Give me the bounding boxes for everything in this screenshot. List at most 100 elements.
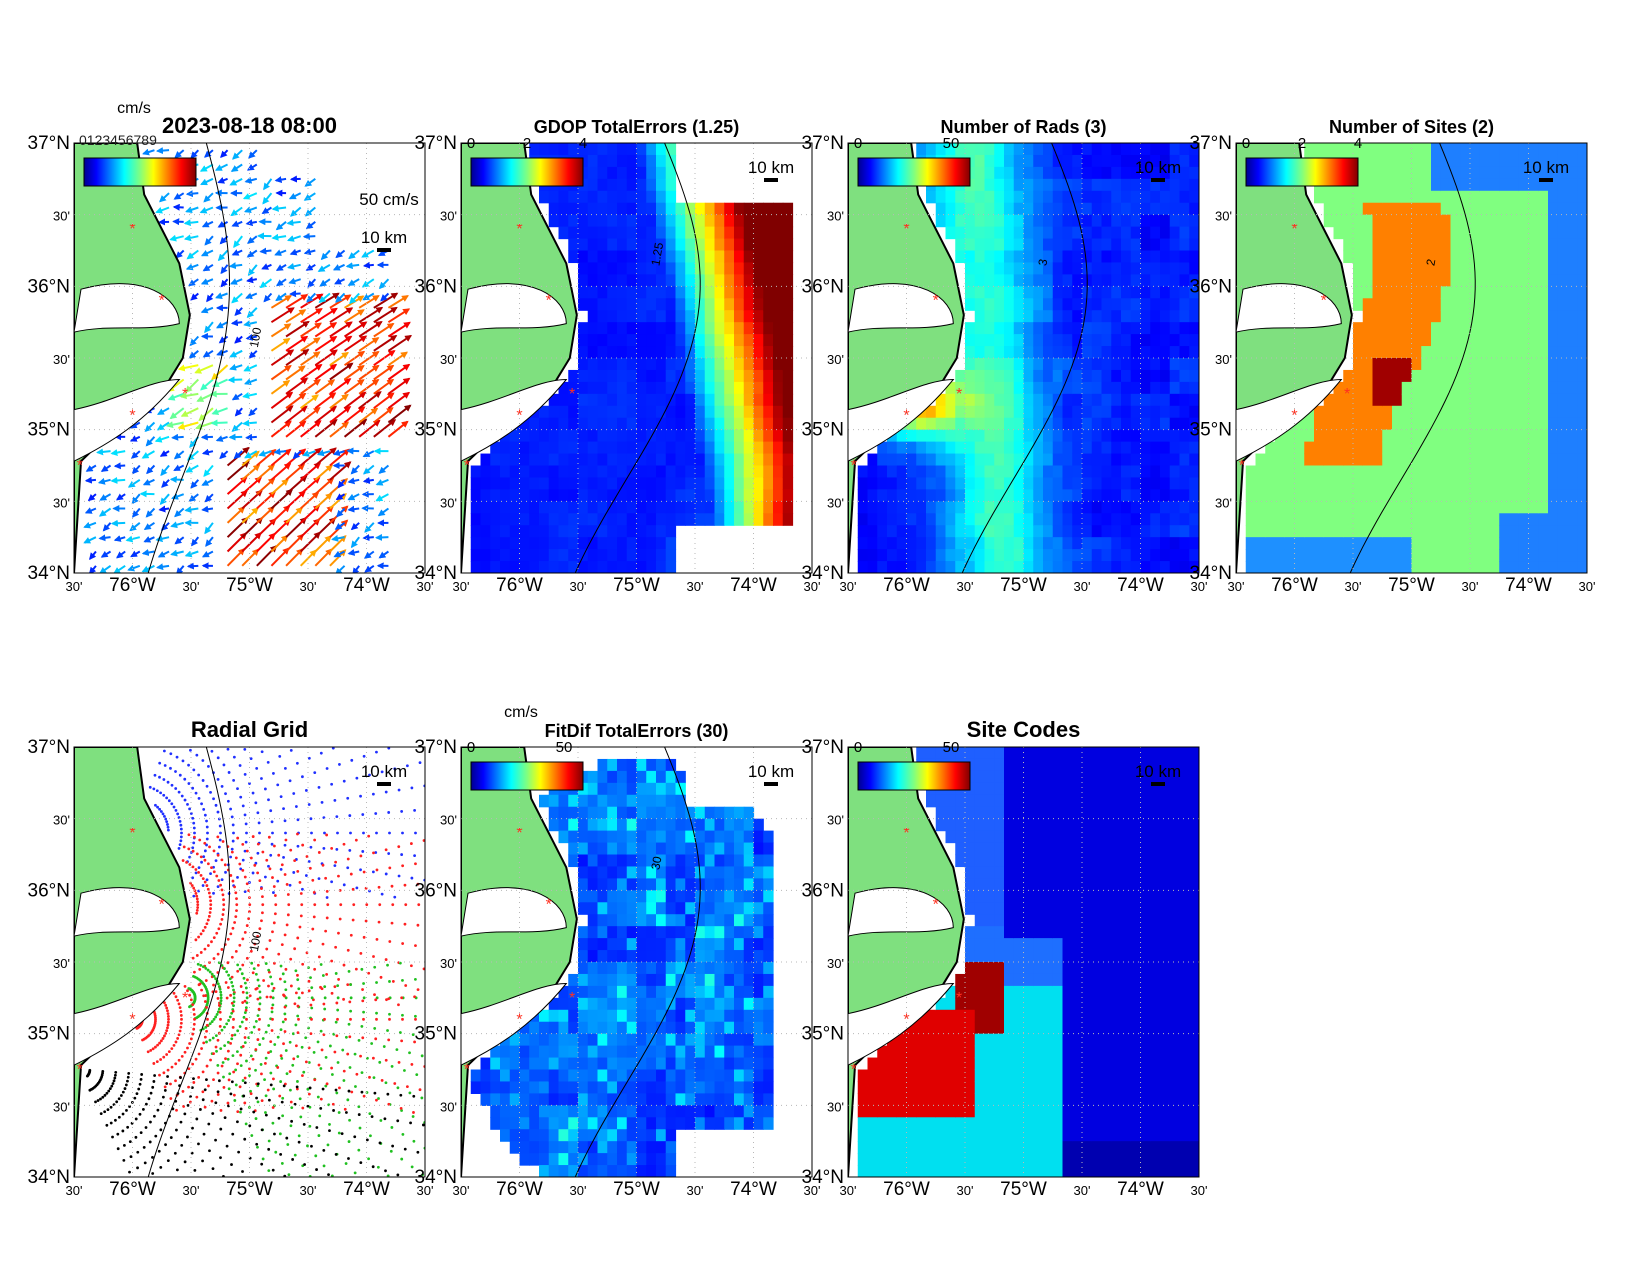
radial-grid-point [368, 773, 371, 777]
field-cell [1548, 310, 1559, 323]
current-vector [285, 548, 304, 567]
radial-grid-point [298, 1097, 302, 1101]
radial-grid-point [230, 1001, 234, 1005]
field-cell [607, 549, 618, 562]
field-cell [782, 322, 794, 335]
radial-grid-point [283, 1012, 287, 1016]
radial-grid-point [178, 819, 182, 823]
field-cell [1043, 549, 1054, 562]
field-cell [1499, 549, 1510, 562]
radial-grid-point [337, 978, 340, 981]
field-cell [782, 238, 794, 252]
radial-grid-point [264, 1056, 268, 1060]
field-cell [743, 465, 755, 479]
field-cell [1557, 417, 1569, 431]
radial-grid-point [279, 1054, 283, 1058]
radial-grid-point [412, 1111, 415, 1114]
field-cell [1023, 501, 1034, 514]
field-cell [1499, 405, 1510, 419]
field-cell [1150, 226, 1161, 240]
radial-grid-point [216, 835, 220, 839]
radial-grid-point [220, 878, 224, 882]
current-vector [100, 550, 112, 558]
current-vector [234, 407, 243, 417]
field-cell [887, 549, 898, 562]
radial-grid-point [278, 1132, 282, 1136]
field-cell [1101, 429, 1112, 443]
field-cell [656, 286, 667, 299]
field-cell [1470, 453, 1481, 467]
radial-grid-point [317, 785, 321, 789]
field-cell [509, 513, 521, 526]
field-cell [656, 262, 667, 275]
field-cell [1470, 166, 1481, 180]
field-cell [490, 537, 501, 550]
field-cell [548, 489, 560, 502]
radial-grid-point [211, 1112, 215, 1115]
current-vector [263, 292, 273, 303]
field-cell [734, 369, 745, 383]
field-cell [1140, 298, 1151, 311]
field-cell [1082, 465, 1093, 479]
field-cell [617, 489, 628, 502]
radial-grid-point [209, 872, 212, 876]
field-cell [1140, 226, 1151, 240]
current-vector [300, 322, 322, 338]
radial-grid-point [249, 757, 253, 761]
radial-grid-point [279, 1080, 283, 1083]
field-cell [1440, 489, 1452, 502]
field-cell [1421, 501, 1432, 514]
radial-grid-point [347, 1157, 350, 1160]
field-cell [587, 537, 599, 550]
field-cell [1557, 381, 1569, 395]
field-cell [743, 346, 755, 359]
radial-grid-point [338, 1086, 341, 1090]
radial-grid-point [165, 796, 169, 800]
field-cell [665, 489, 677, 502]
radial-grid-point [357, 1148, 361, 1152]
radial-grid-point [224, 870, 227, 874]
field-cell [1121, 513, 1132, 526]
field-cell [955, 250, 966, 264]
field-cell [1411, 346, 1422, 359]
field-cell [636, 178, 647, 192]
field-cell [1179, 417, 1190, 431]
field-cell [1150, 465, 1161, 479]
field-cell [945, 537, 956, 550]
field-cell [597, 298, 608, 311]
field-cell [1333, 393, 1344, 407]
field-cell [916, 143, 927, 156]
radial-grid-point [319, 751, 323, 755]
field-cell [1189, 465, 1199, 479]
current-vector [285, 463, 306, 481]
radial-grid-point [212, 1017, 216, 1021]
field-cell [965, 190, 976, 204]
radial-grid-point [198, 967, 202, 971]
radial-grid-point [218, 838, 222, 842]
radial-grid-point [276, 783, 280, 787]
radial-grid-point [303, 1163, 306, 1166]
radial-grid-point [418, 1088, 422, 1092]
field-cell [753, 477, 764, 490]
field-cell [714, 298, 725, 311]
field-cell [1431, 525, 1442, 538]
radial-grid-point [271, 1017, 274, 1021]
field-cell [529, 489, 540, 502]
field-cell [1518, 405, 1530, 419]
field-cell [1489, 501, 1500, 514]
field-cell [763, 489, 774, 502]
field-cell [1401, 250, 1413, 264]
field-cell [1353, 561, 1364, 573]
field-cell [1101, 549, 1112, 562]
current-vector [304, 178, 316, 187]
field-cell [955, 501, 966, 514]
field-cell [1160, 322, 1171, 335]
radial-grid-point [296, 936, 300, 940]
radial-grid-point [420, 1096, 424, 1100]
field-cell [1121, 441, 1132, 455]
field-cell [1333, 429, 1344, 443]
radial-grid-point [316, 1095, 320, 1099]
field-cell [1304, 429, 1315, 443]
radial-grid-point [179, 835, 183, 839]
field-cell [945, 214, 956, 228]
